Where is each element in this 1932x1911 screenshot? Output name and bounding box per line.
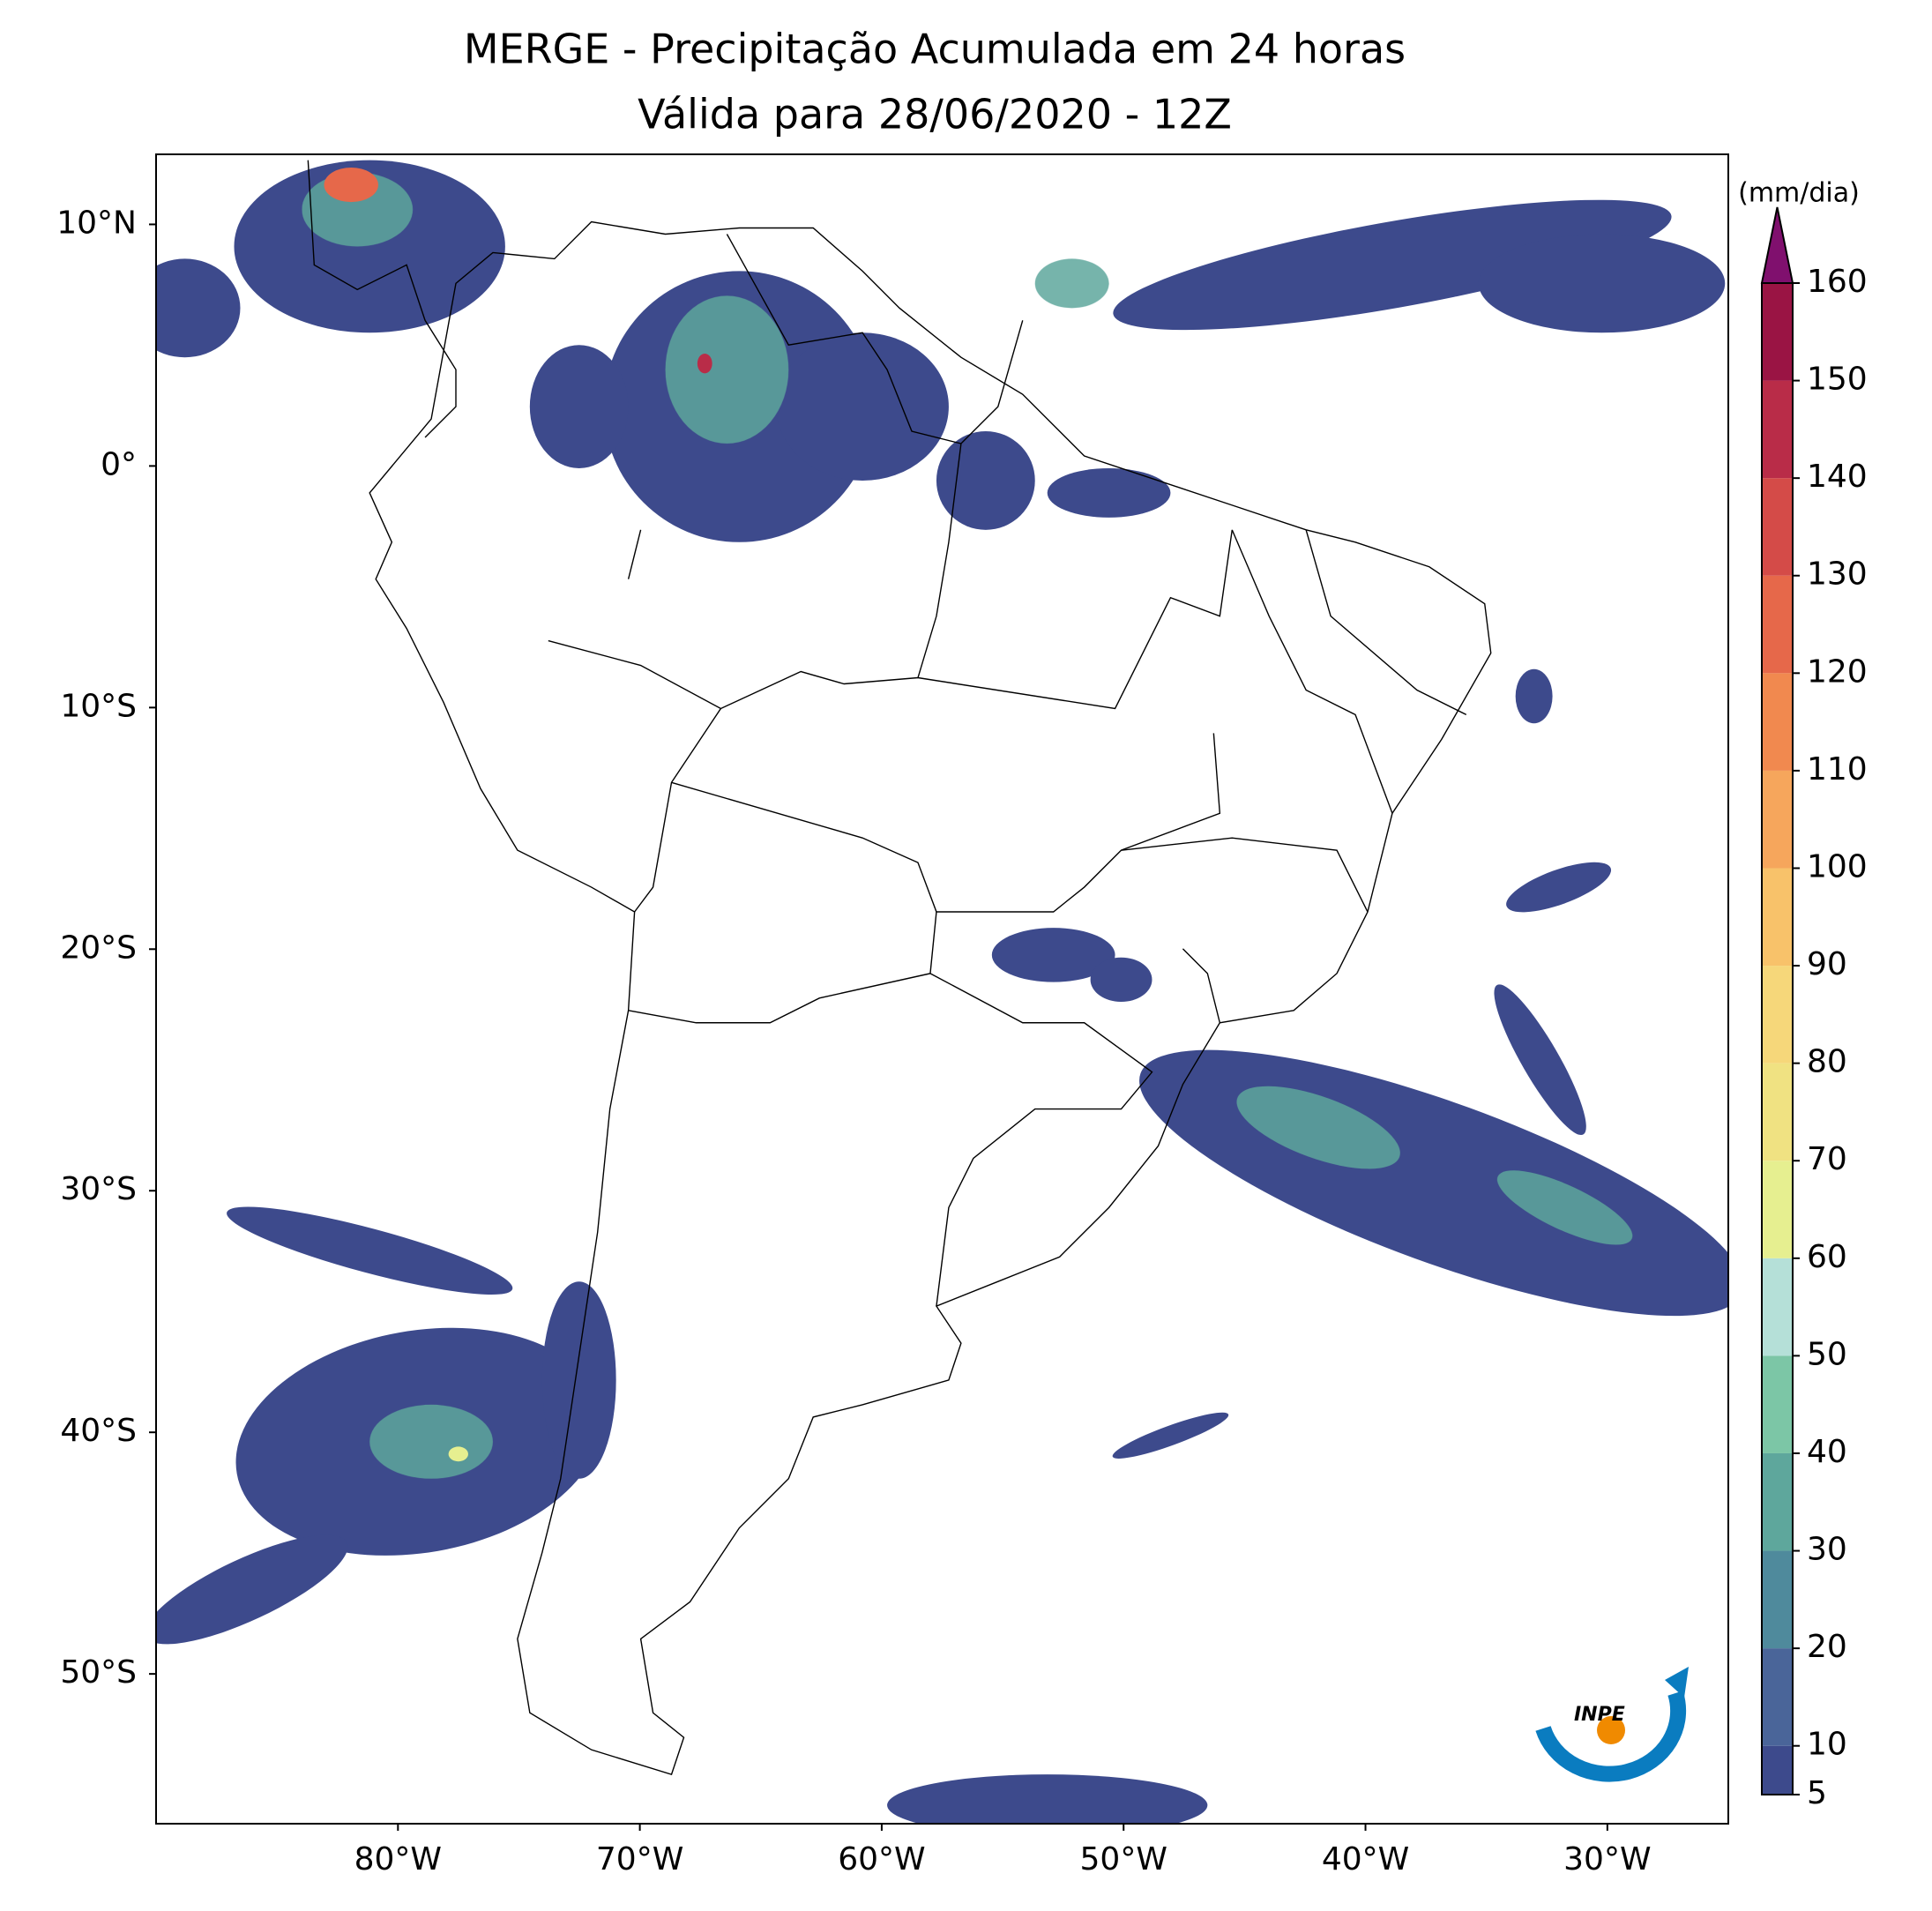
- logo: INPE: [1535, 1667, 1689, 1782]
- colorbar-tick-label: 50: [1807, 1336, 1847, 1372]
- colorbar-band: [1762, 1745, 1793, 1795]
- colorbar-tick-label: 5: [1807, 1775, 1827, 1811]
- colorbar-tick-label: 30: [1807, 1532, 1847, 1568]
- colorbar-band: [1762, 478, 1793, 576]
- title-line: MERGE - Precipitação Acumulada em 24 hor…: [464, 26, 1406, 73]
- x-tick-label: 50°W: [1080, 1841, 1167, 1877]
- title-line: Válida para 28/06/2020 - 12Z: [638, 91, 1232, 138]
- colorbar-tick-label: 90: [1807, 946, 1847, 982]
- colorbar-tick-label: 40: [1807, 1434, 1847, 1470]
- colorbar-band: [1762, 1355, 1793, 1453]
- y-tick-label: 10°S: [60, 688, 137, 724]
- colorbar-tick-label: 110: [1807, 751, 1868, 788]
- colorbar-band: [1762, 1258, 1793, 1356]
- y-tick-label: 50°S: [60, 1654, 137, 1691]
- colorbar-band: [1762, 283, 1793, 381]
- x-tick-label: 70°W: [596, 1841, 683, 1877]
- colorbar-tick-label: 20: [1807, 1629, 1847, 1665]
- colorbar-band: [1762, 1550, 1793, 1649]
- colorbar-band: [1762, 770, 1793, 869]
- colorbar-unit: (mm/dia): [1738, 178, 1860, 209]
- colorbar-tick-label: 140: [1807, 459, 1868, 495]
- colorbar-tick-label: 10: [1807, 1727, 1847, 1763]
- colorbar-band: [1762, 1161, 1793, 1258]
- colorbar-tick-label: 160: [1807, 264, 1868, 300]
- precipitation: [156, 160, 1728, 1824]
- axes: 80°W 70°W 60°W 50°W 40°W 30°W 10°N 0° 10°S 20°S 30…: [56, 205, 1867, 1877]
- x-tick-label: 60°W: [838, 1841, 925, 1877]
- colorbar-band: [1762, 1063, 1793, 1161]
- x-tick-label: 30°W: [1563, 1841, 1651, 1877]
- colorbar-band: [1762, 673, 1793, 771]
- colorbar-tick-label: 80: [1807, 1044, 1847, 1080]
- colorbar-tick-label: 120: [1807, 653, 1868, 690]
- colorbar-tick-label: 130: [1807, 556, 1868, 593]
- colorbar-band: [1762, 966, 1793, 1064]
- colorbar-tick-label: 150: [1807, 362, 1868, 398]
- x-tick-label: 80°W: [354, 1841, 442, 1877]
- colorbar-tick-label: 100: [1807, 848, 1868, 885]
- colorbar-extend: [1760, 206, 1794, 284]
- colorbar-tick-label: 60: [1807, 1239, 1847, 1275]
- colorbar-tick-label: 70: [1807, 1141, 1847, 1177]
- colorbar-frame: [1761, 282, 1794, 1795]
- colorbar-band: [1762, 380, 1793, 479]
- colorbar-band: [1762, 1452, 1793, 1551]
- y-tick-label: 20°S: [60, 929, 137, 966]
- colorbar-band: [1762, 868, 1793, 967]
- map-area: [156, 160, 1728, 1824]
- y-tick-label: 10°N: [56, 205, 137, 241]
- colorbar-band: [1762, 1648, 1793, 1746]
- colorbar-band: [1762, 575, 1793, 674]
- y-tick-label: 30°S: [60, 1171, 137, 1207]
- coastlines: [307, 160, 1492, 1775]
- y-tick-label: 40°S: [60, 1413, 137, 1449]
- y-tick-label: 0°: [101, 446, 137, 482]
- x-tick-label: 40°W: [1322, 1841, 1409, 1877]
- map-frame: [155, 153, 1729, 1825]
- logo-text: INPE: [1574, 1704, 1625, 1726]
